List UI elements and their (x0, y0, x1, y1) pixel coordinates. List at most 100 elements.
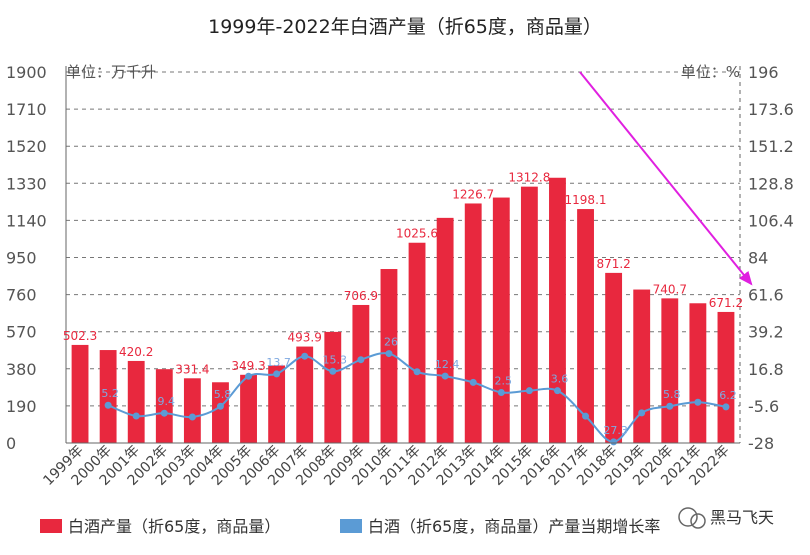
bar (268, 365, 286, 443)
bar-data-label: 1312.8 (508, 171, 550, 185)
bar-data-label: 493.9 (288, 331, 322, 345)
line-point (273, 370, 281, 378)
line-data-label: 9.4 (158, 395, 176, 408)
bar (352, 304, 370, 443)
line-data-label: 12.4 (435, 358, 460, 371)
bar (71, 344, 89, 443)
bar-data-label: 349.3 (231, 359, 265, 373)
y-left-tick-label: 950 (6, 249, 37, 268)
y-right-tick-label: 128.8 (748, 174, 794, 193)
line-point (216, 402, 224, 410)
line-point (610, 438, 618, 446)
y-right-tick-label: 151.2 (748, 137, 794, 156)
legend-line-swatch (340, 519, 362, 533)
y-right-tick-label: 39.2 (748, 323, 784, 342)
line-data-label: 5.8 (663, 388, 681, 401)
right-axis-unit: 单位：% (681, 63, 740, 81)
decline-trend-arrow (579, 71, 753, 286)
line-data-label: 5.8 (214, 388, 232, 401)
y-left-tick-label: 1140 (6, 211, 47, 230)
legend-bar-label: 白酒产量（折65度，商品量） (68, 517, 280, 536)
bar (212, 382, 229, 443)
wechat-icon (678, 507, 698, 527)
bar (661, 298, 679, 443)
line-data-label: 13.7 (266, 356, 291, 369)
line-data-label: 3.6 (551, 373, 569, 386)
line-point (132, 412, 140, 420)
bar-data-label: 420.2 (119, 345, 153, 359)
watermark-text: 黑马飞天 (710, 508, 774, 527)
line-point (582, 412, 590, 420)
line-data-label: 2.5 (495, 374, 513, 387)
y-right-tick-label: -5.6 (748, 397, 779, 416)
line-point (104, 401, 112, 409)
data-labels: 502.3 420.2 331.4 349.3 493.9 706.9 1025.6 1226… (63, 171, 743, 437)
bar-series (71, 177, 735, 444)
y-right-tick-label: -28 (748, 434, 774, 453)
bar-data-label: 871.2 (596, 257, 630, 271)
line-point (497, 388, 505, 396)
line-data-label: 27.3 (603, 424, 628, 437)
legend-bar-swatch (40, 519, 62, 533)
line-point (245, 372, 253, 380)
bar (240, 374, 257, 443)
bar (408, 242, 426, 443)
line-point (553, 387, 561, 395)
bar (492, 197, 510, 443)
bar (183, 378, 201, 443)
line-data-label: 15.3 (323, 353, 348, 366)
left-axis-unit: 单位：万千升 (66, 63, 156, 81)
line-point (329, 367, 337, 375)
line-series (104, 350, 730, 446)
y-right-tick-label: 196 (748, 63, 779, 82)
bar (717, 311, 735, 443)
y-left-tick-label: 760 (6, 286, 37, 305)
line-point (301, 352, 309, 360)
bar (99, 350, 117, 443)
y-right-tick-label: 173.6 (748, 100, 794, 119)
wechat-icon-secondary (690, 513, 706, 529)
line-point (441, 372, 449, 380)
bar (296, 346, 314, 443)
bar-data-label: 706.9 (344, 289, 378, 303)
bar (577, 209, 594, 443)
y-left-tick-label: 1330 (6, 174, 47, 193)
legend: 白酒产量（折65度，商品量） 白酒（折65度，商品量）产量当期增长率 (40, 517, 660, 536)
trend-arrow (579, 71, 753, 286)
bar-data-label: 502.3 (63, 329, 97, 343)
gridlines (66, 71, 740, 407)
bar (633, 289, 651, 443)
line-data-label: 26 (384, 336, 398, 349)
watermark: 黑马飞天 (678, 507, 774, 529)
bar (464, 203, 482, 443)
y-left-tick-label: 190 (6, 397, 37, 416)
line-point (638, 409, 646, 417)
line-point (188, 413, 196, 421)
y-left-tick-label: 1520 (6, 137, 47, 156)
chart-title: 1999年-2022年白酒产量（折65度，商品量） (208, 16, 602, 38)
line-point (160, 409, 168, 417)
line-data-label: 5.2 (101, 387, 119, 400)
legend-line-label: 白酒（折65度，商品量）产量当期增长率 (368, 517, 660, 536)
bar-data-label: 1198.1 (565, 193, 607, 207)
bar (549, 177, 566, 444)
bar (155, 369, 173, 443)
bar (689, 303, 707, 443)
y-left-tick-label: 1710 (6, 100, 47, 119)
line-point (525, 387, 533, 395)
line-point (722, 403, 730, 411)
y-right-tick-label: 61.6 (748, 286, 784, 305)
y-right-tick-label: 16.8 (748, 360, 784, 379)
bar (324, 331, 342, 443)
y-left-tick-label: 0 (6, 434, 16, 453)
line-point (357, 356, 365, 364)
bar-data-label: 740.7 (653, 282, 687, 296)
bar-data-label: 1025.6 (396, 227, 438, 241)
line-point (413, 368, 421, 376)
bar (605, 272, 623, 443)
bar-data-label: 671.2 (709, 296, 743, 310)
bar (127, 360, 145, 443)
line-point (385, 350, 393, 358)
bar (436, 217, 454, 443)
